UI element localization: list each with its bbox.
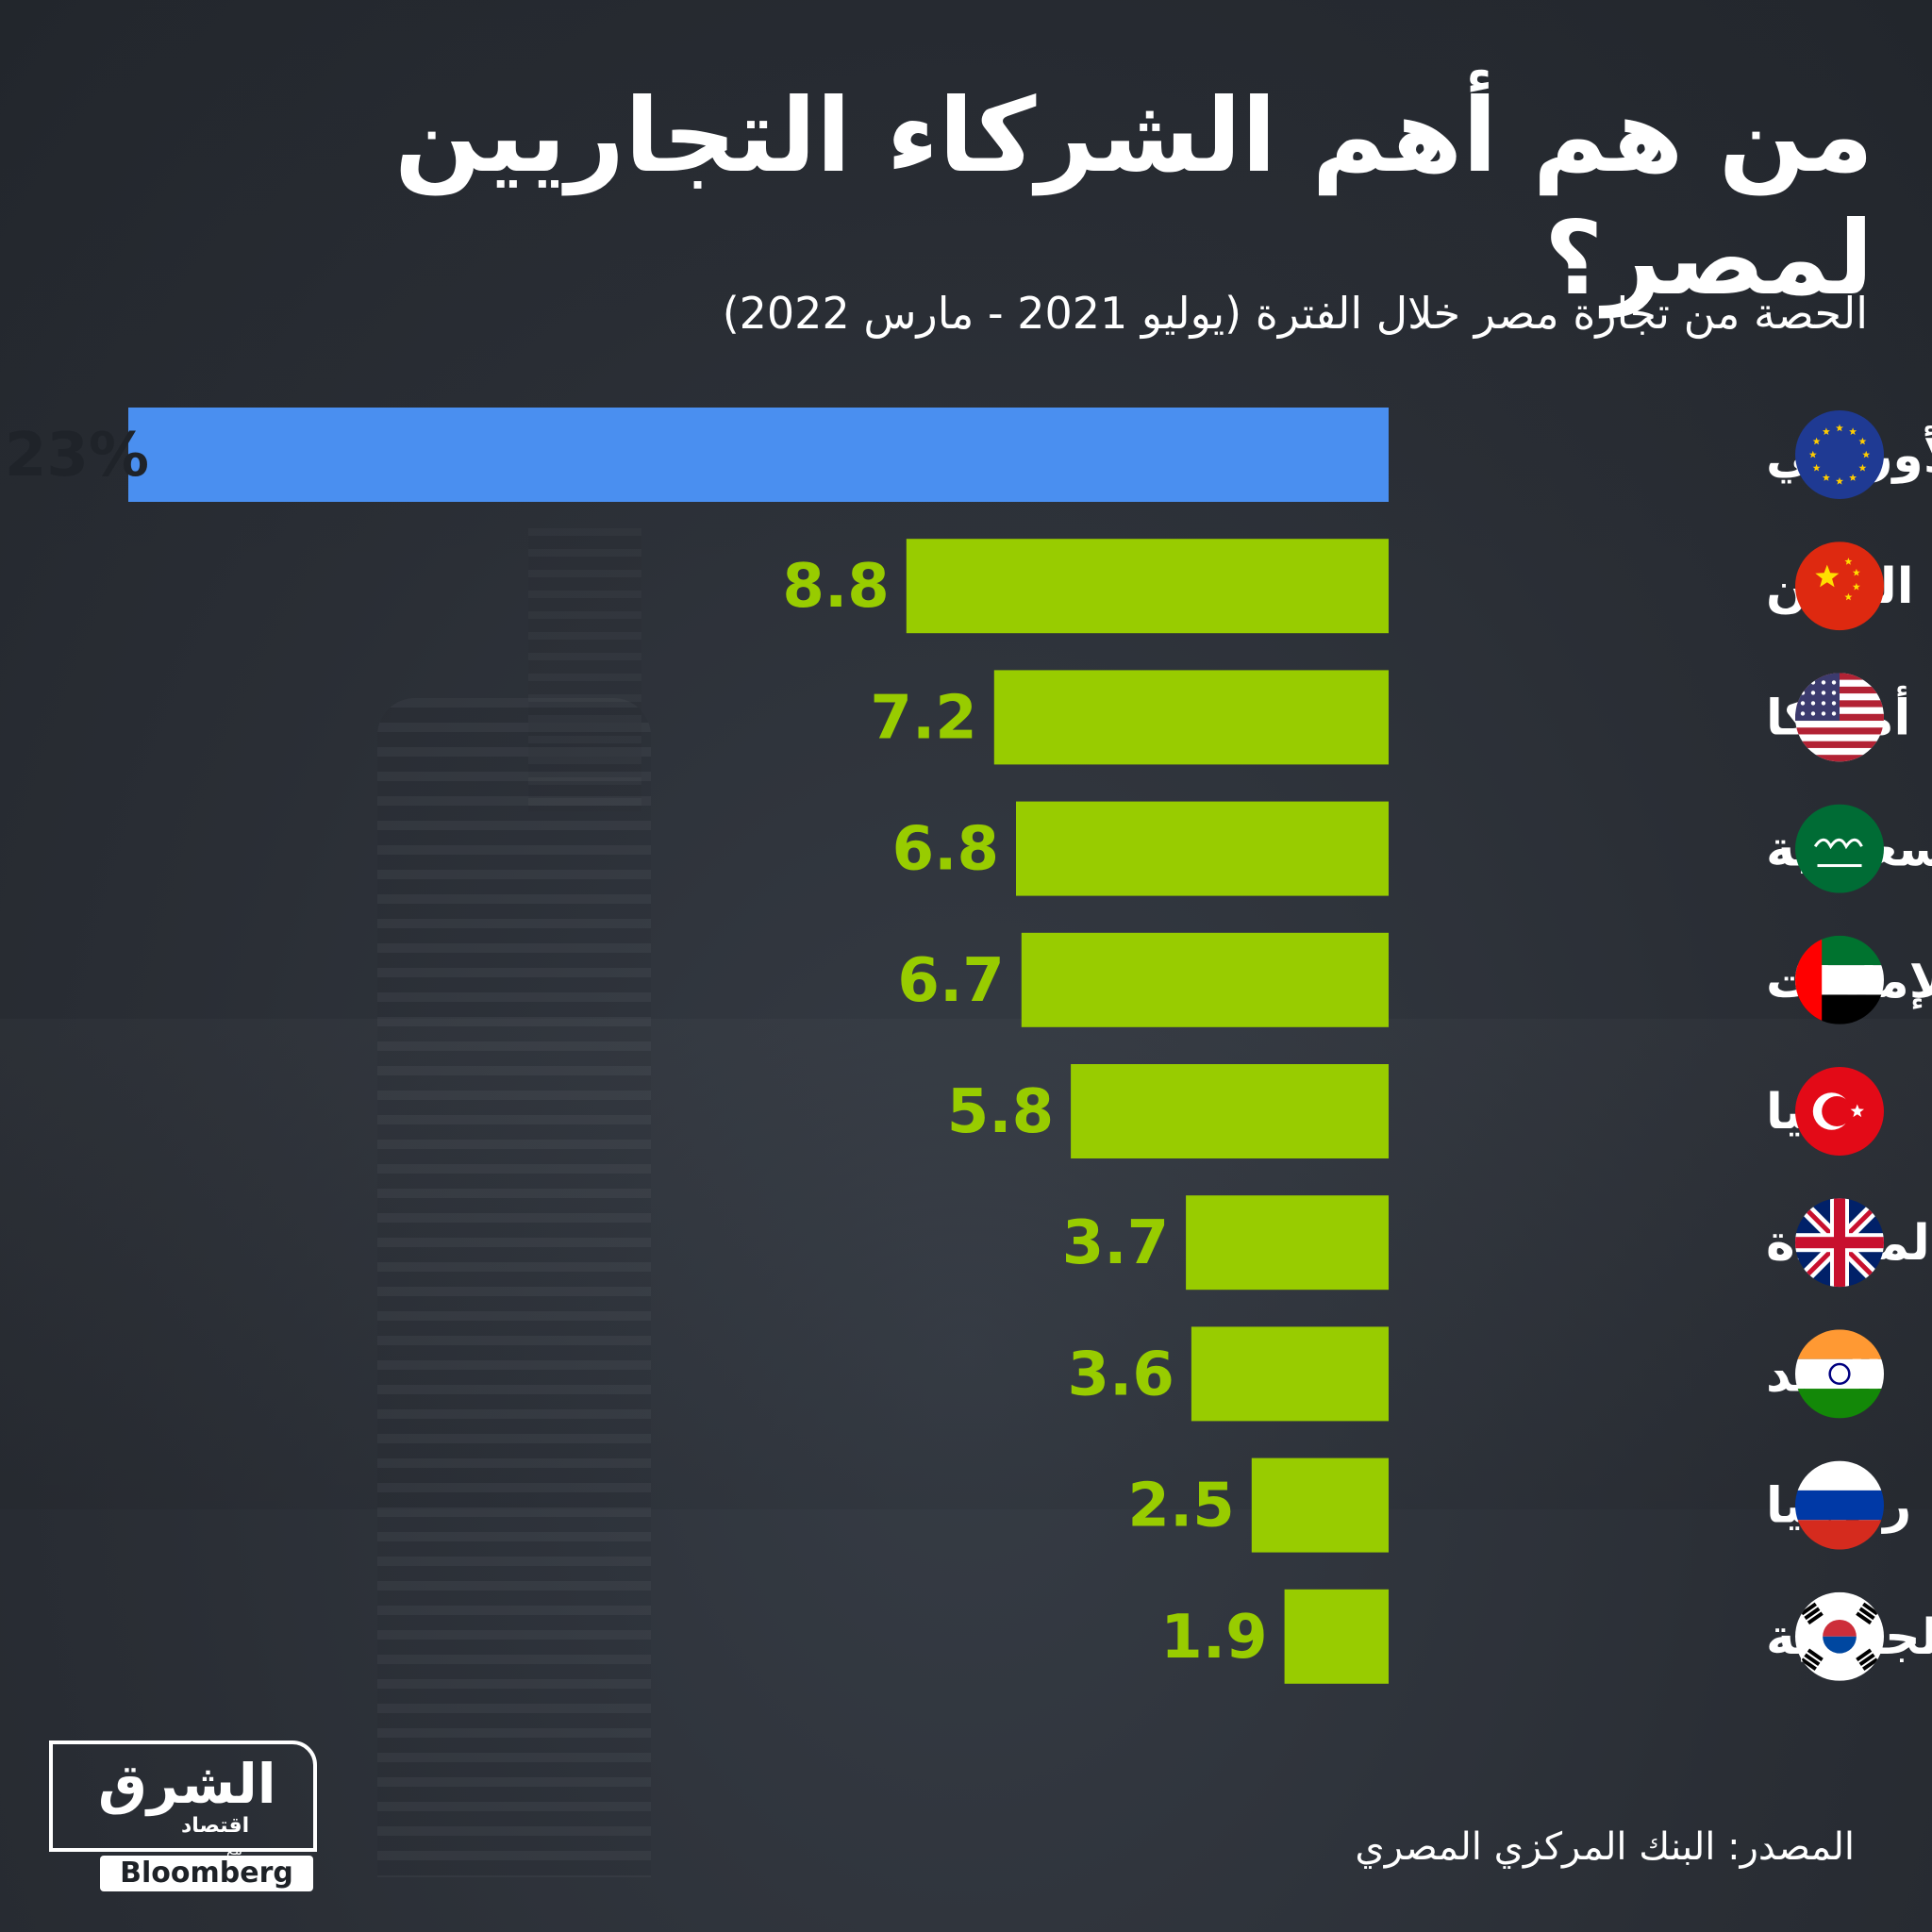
bar-0 (128, 408, 1389, 502)
value-label-6: 3.7 (1062, 1208, 1169, 1278)
usa-flag-icon (1795, 673, 1884, 762)
logo-partner-text: Bloomberg (100, 1856, 313, 1891)
asharq-bloomberg-logo: الشرق اقتصاد مع Bloomberg (49, 1740, 323, 1891)
bar-8 (1251, 1457, 1389, 1553)
value-label-1: 8.8 (782, 552, 889, 622)
value-label-2: 7.2 (870, 683, 976, 753)
bar-6 (1186, 1195, 1389, 1291)
china-flag-icon (1795, 541, 1884, 631)
turkey-flag-icon (1795, 1067, 1884, 1156)
value-label-7: 3.6 (1068, 1340, 1174, 1409)
logo-sub-text: اقتصاد (181, 1814, 250, 1838)
bar-5 (1071, 1064, 1389, 1158)
value-label-5: 5.8 (947, 1077, 1054, 1147)
logo-with-text: مع (226, 1840, 243, 1858)
value-label-4: 6.7 (897, 946, 1004, 1016)
background-building (528, 528, 641, 811)
bar-2 (993, 670, 1389, 765)
russia-flag-icon (1795, 1460, 1884, 1550)
background-tower (377, 698, 651, 1877)
saudi-flag-icon (1795, 804, 1884, 893)
source-note: المصدر: البنك المركزي المصري (1355, 1825, 1855, 1869)
logo-frame (49, 1740, 317, 1852)
bar-4 (1021, 932, 1389, 1027)
bar-9 (1284, 1589, 1389, 1684)
eu-flag-icon (1795, 410, 1884, 499)
value-label-3: 6.8 (892, 815, 999, 885)
value-label-9: 1.9 (1160, 1603, 1267, 1673)
south-korea-flag-icon (1795, 1591, 1884, 1681)
logo-main-text: الشرق (98, 1752, 276, 1816)
uae-flag-icon (1795, 935, 1884, 1024)
bar-7 (1191, 1326, 1389, 1422)
chart-title: من هم أهم الشركاء التجاريين لمصر؟ (394, 77, 1874, 318)
india-flag-icon (1795, 1329, 1884, 1419)
bar-3 (1016, 801, 1389, 896)
value-label-8: 2.5 (1127, 1472, 1234, 1541)
uk-flag-icon (1795, 1198, 1884, 1288)
bar-1 (906, 539, 1389, 634)
value-label-0: 23% (5, 421, 149, 491)
background-water (0, 1019, 1932, 1509)
chart-subtitle: الحصة من تجارة مصر خلال الفترة (يوليو 20… (722, 288, 1868, 339)
